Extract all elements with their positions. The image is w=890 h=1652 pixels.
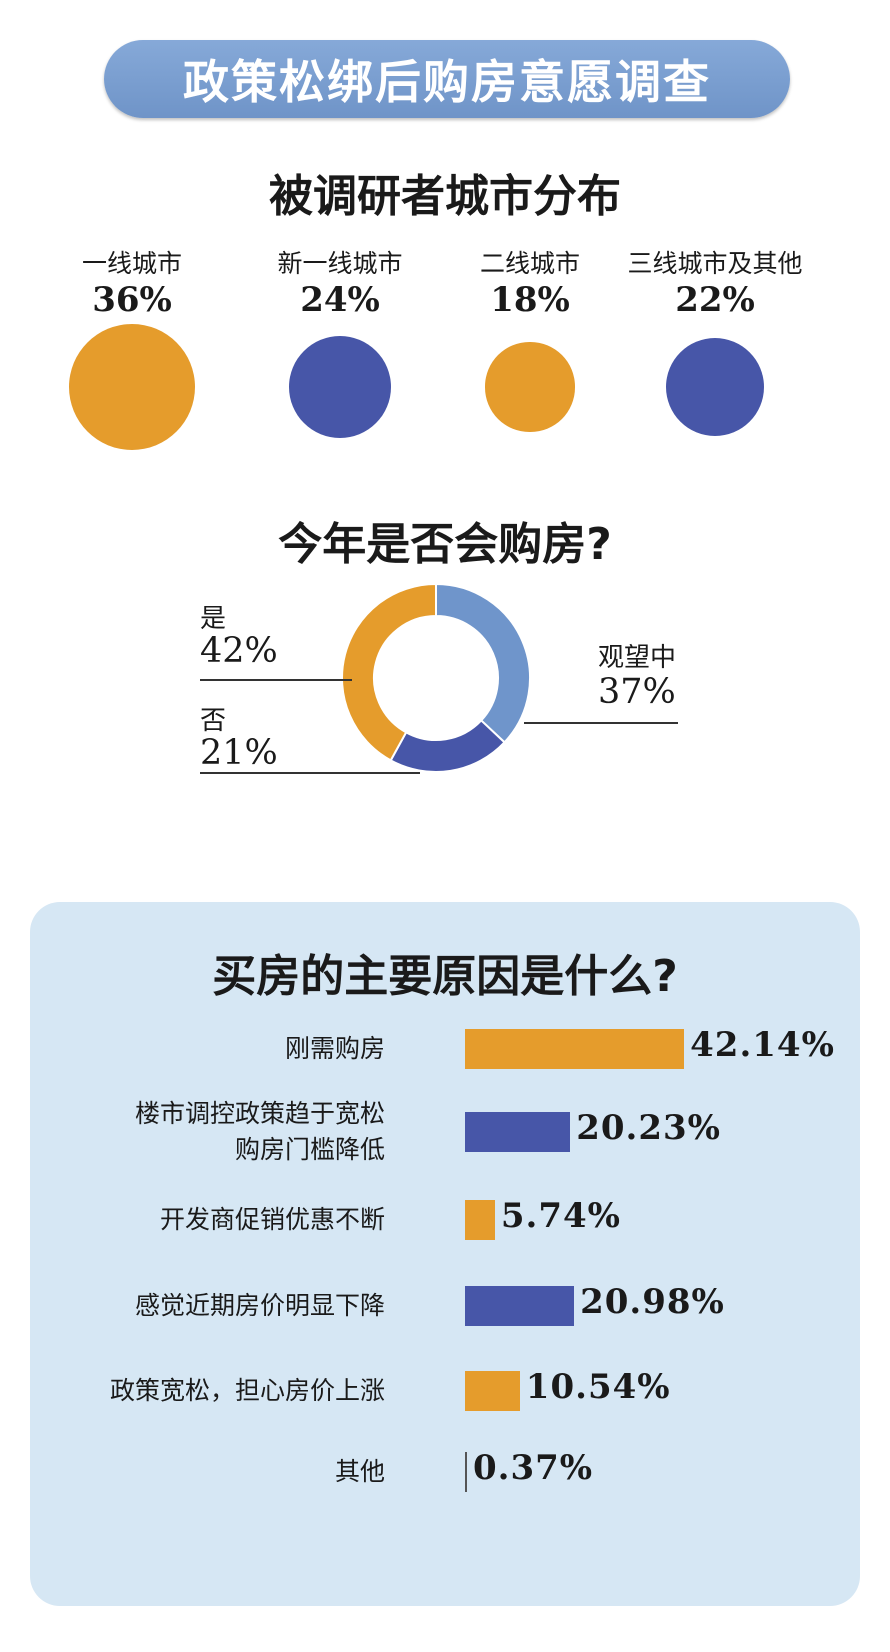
bar-category-label: 开发商促销优惠不断 bbox=[159, 1205, 385, 1234]
bar-category-label: 其他 bbox=[334, 1457, 385, 1486]
donut-category-label: 是 bbox=[200, 604, 227, 634]
bar bbox=[465, 1200, 495, 1240]
city-value-label: 24% bbox=[300, 280, 380, 320]
bar-category-label: 刚需购房 bbox=[284, 1034, 385, 1063]
header-banner: 政策松绑后购房意愿调查 bbox=[104, 40, 790, 118]
city-bubble bbox=[288, 335, 392, 439]
buy-this-year-title: 今年是否会购房? bbox=[278, 519, 612, 570]
bar-value-label: 5.74% bbox=[500, 1196, 621, 1236]
reasons-panel: 买房的主要原因是什么? 刚需购房 42.14% 楼市调控政策趋于宽松 购房门槛降低 20… bbox=[30, 902, 860, 1606]
city-label: 二线城市 bbox=[479, 249, 580, 278]
donut-value-label: 37% bbox=[598, 672, 676, 712]
buy-this-year-donut bbox=[200, 582, 678, 774]
bar bbox=[465, 1112, 571, 1152]
city-value-label: 18% bbox=[490, 280, 570, 320]
page-title: 政策松绑后购房意愿调查 bbox=[183, 55, 711, 109]
donut-slice bbox=[389, 719, 506, 773]
donut-slice bbox=[435, 582, 531, 744]
donut-slice bbox=[341, 582, 437, 762]
bar bbox=[465, 1286, 575, 1326]
city-label: 三线城市及其他 bbox=[627, 249, 803, 278]
bar-value-label: 42.14% bbox=[690, 1025, 835, 1065]
bar-category-label: 感觉近期房价明显下降 bbox=[134, 1291, 385, 1320]
donut-category-label: 否 bbox=[200, 706, 227, 736]
donut-category-label: 观望中 bbox=[598, 643, 677, 673]
bar bbox=[465, 1371, 520, 1411]
city-distribution-title: 被调研者城市分布 bbox=[269, 171, 621, 222]
bar-category-label: 政策宽松，担心房价上涨 bbox=[109, 1376, 385, 1405]
city-value-label: 22% bbox=[675, 280, 755, 320]
donut-value-label: 21% bbox=[200, 733, 278, 773]
bar-value-label: 10.54% bbox=[525, 1367, 671, 1407]
city-value-label: 36% bbox=[92, 280, 172, 320]
bar-value-label: 20.98% bbox=[580, 1282, 725, 1322]
bar bbox=[465, 1452, 467, 1492]
city-bubble bbox=[69, 324, 195, 450]
bar-value-label: 0.37% bbox=[473, 1448, 594, 1488]
bar-value-label: 20.23% bbox=[576, 1108, 721, 1148]
bar-category-label: 楼市调控政策趋于宽松 购房门槛降低 bbox=[134, 1099, 385, 1164]
city-bubble bbox=[485, 342, 575, 432]
city-label: 一线城市 bbox=[81, 249, 182, 278]
city-bubble bbox=[665, 337, 765, 437]
donut-value-label: 42% bbox=[200, 631, 278, 671]
reasons-title: 买房的主要原因是什么? bbox=[212, 951, 678, 1002]
city-label: 新一线城市 bbox=[277, 249, 403, 278]
bar bbox=[465, 1029, 685, 1069]
